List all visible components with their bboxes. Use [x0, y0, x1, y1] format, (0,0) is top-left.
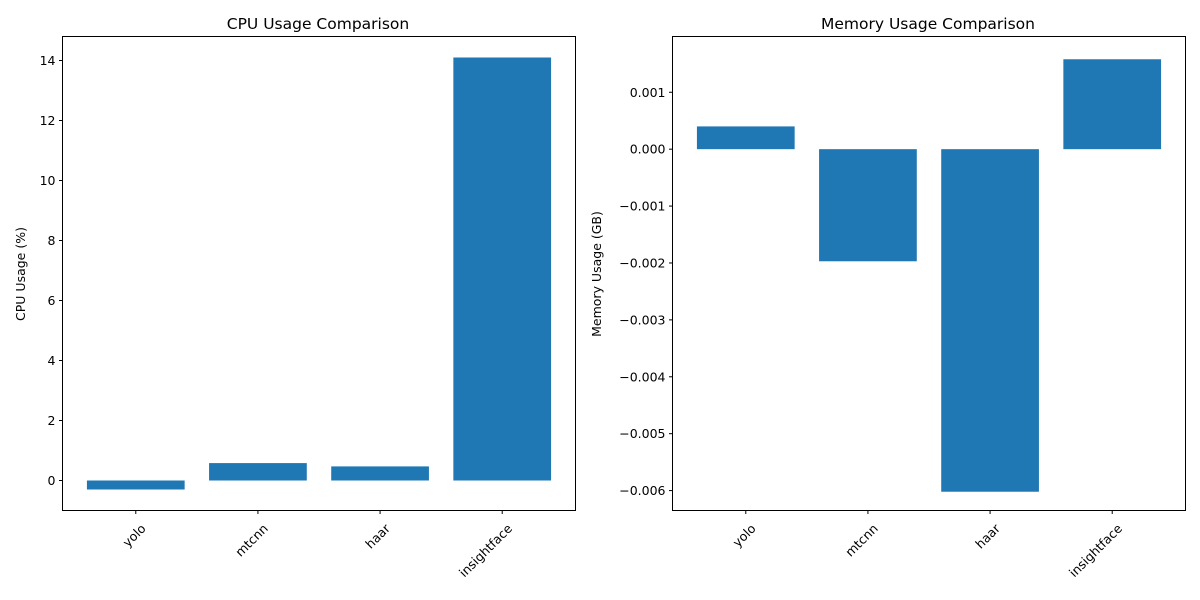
cpu-y-tick-label: 10 — [40, 173, 56, 188]
memory-bars — [696, 59, 1162, 492]
memory-y-tick-label: −0.002 — [619, 255, 665, 270]
memory-x-tick-label-yolo: yolo — [730, 521, 759, 550]
memory-y-tick-label: 0.001 — [630, 85, 666, 100]
cpu-x-tick-label-haar: haar — [362, 520, 393, 551]
cpu-bar-mtcnn — [209, 463, 307, 481]
memory-y-ticks: 0.001 0.000 −0.001 −0.002 −0.003 −0.004 −0.005… — [619, 85, 673, 498]
memory-x-ticks: yolo mtcnn haar insightface — [730, 510, 1125, 580]
memory-bar-haar — [941, 149, 1039, 492]
cpu-bar-haar — [331, 466, 429, 481]
cpu-y-tick-label: 12 — [40, 113, 56, 128]
memory-x-tick-label-haar: haar — [972, 520, 1003, 551]
memory-bar-yolo — [696, 126, 795, 150]
cpu-bar-yolo — [86, 480, 185, 490]
memory-chart-title: Memory Usage Comparison — [821, 15, 1035, 33]
cpu-y-tick-label: 2 — [48, 413, 56, 428]
memory-bar-mtcnn — [819, 149, 917, 262]
cpu-x-ticks: yolo mtcnn haar insightface — [120, 510, 515, 580]
memory-chart: Memory Usage Comparison Memory Usage (GB… — [589, 15, 1186, 580]
cpu-y-axis-label: CPU Usage (%) — [13, 227, 28, 321]
cpu-x-tick-label-insightface: insightface — [456, 521, 515, 580]
memory-y-tick-label: 0.000 — [630, 142, 666, 157]
cpu-y-tick-label: 6 — [48, 293, 56, 308]
memory-y-tick-label: −0.001 — [619, 199, 665, 214]
memory-bar-insightface — [1063, 59, 1162, 150]
cpu-x-tick-label-mtcnn: mtcnn — [232, 521, 271, 560]
cpu-y-tick-label: 4 — [48, 353, 56, 368]
memory-x-tick-label-mtcnn: mtcnn — [842, 521, 881, 560]
cpu-bars — [86, 57, 552, 490]
cpu-chart: CPU Usage Comparison CPU Usage (%) 0 2 4 6 8… — [13, 15, 576, 580]
cpu-plot-frame — [62, 36, 576, 511]
cpu-bar-insightface — [453, 57, 552, 481]
cpu-chart-title: CPU Usage Comparison — [227, 15, 409, 33]
cpu-x-tick-label-yolo: yolo — [120, 521, 149, 550]
cpu-y-tick-label: 8 — [48, 233, 56, 248]
memory-y-axis-label: Memory Usage (GB) — [589, 211, 604, 337]
memory-y-tick-label: −0.006 — [619, 483, 665, 498]
memory-plot-frame — [672, 36, 1186, 511]
memory-x-tick-label-insightface: insightface — [1066, 521, 1125, 580]
memory-y-tick-label: −0.005 — [619, 426, 665, 441]
cpu-y-tick-label: 14 — [40, 53, 56, 68]
memory-y-tick-label: −0.003 — [619, 312, 665, 327]
cpu-y-ticks: 0 2 4 6 8 10 12 14 — [40, 53, 63, 488]
memory-y-tick-label: −0.004 — [619, 369, 665, 384]
cpu-y-tick-label: 0 — [48, 473, 56, 488]
